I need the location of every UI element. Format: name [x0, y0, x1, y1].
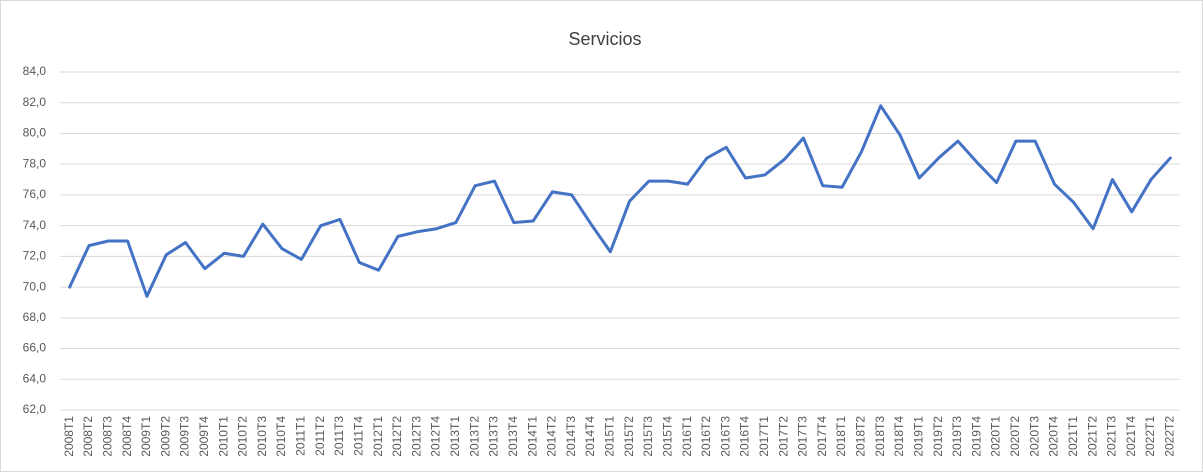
x-tick-label: 2019T3 — [950, 416, 964, 457]
x-tick-label: 2018T4 — [892, 416, 906, 457]
x-tick-label: 2017T3 — [796, 416, 810, 457]
x-tick-label: 2017T1 — [757, 416, 771, 457]
x-tick-label: 2020T2 — [1008, 416, 1022, 457]
y-tick-label: 76,0 — [23, 187, 47, 201]
x-tick-label: 2013T3 — [487, 416, 501, 457]
x-tick-label: 2018T3 — [873, 416, 887, 457]
x-tick-label: 2015T4 — [660, 416, 674, 457]
x-tick-label: 2019T2 — [931, 416, 945, 457]
y-tick-label: 70,0 — [23, 279, 47, 293]
x-tick-label: 2013T2 — [467, 416, 481, 457]
x-tick-label: 2020T3 — [1027, 416, 1041, 457]
x-tick-label: 2020T4 — [1047, 416, 1061, 457]
x-tick-label: 2014T1 — [525, 416, 539, 457]
x-tick-label: 2011T2 — [313, 416, 327, 456]
x-tick-label: 2008T3 — [100, 416, 114, 457]
x-tick-label: 2021T1 — [1066, 416, 1080, 457]
x-tick-label: 2017T4 — [815, 416, 829, 457]
x-tick-label: 2019T1 — [911, 416, 925, 457]
x-tick-label: 2013T4 — [506, 416, 520, 457]
x-tick-label: 2012T4 — [429, 416, 443, 457]
chart-title: Servicios — [568, 29, 641, 49]
x-tick-label: 2011T3 — [332, 416, 346, 456]
x-tick-label: 2011T4 — [351, 416, 365, 456]
x-tick-label: 2016T1 — [680, 416, 694, 457]
x-tick-label: 2021T3 — [1105, 416, 1119, 457]
x-tick-label: 2012T2 — [390, 416, 404, 457]
x-tick-label: 2009T4 — [197, 416, 211, 457]
y-tick-label: 82,0 — [23, 95, 47, 109]
x-tick-label: 2010T2 — [236, 416, 250, 457]
y-tick-label: 78,0 — [23, 156, 47, 170]
x-tick-label: 2014T3 — [564, 416, 578, 457]
x-tick-label: 2014T2 — [545, 416, 559, 457]
x-tick-label: 2012T1 — [371, 416, 385, 457]
y-tick-label: 68,0 — [23, 310, 47, 324]
x-tick-label: 2011T1 — [294, 416, 308, 456]
x-tick-label: 2022T1 — [1143, 416, 1157, 457]
data-line — [68, 104, 1172, 298]
x-tick-label: 2021T4 — [1124, 416, 1138, 457]
y-tick-label: 66,0 — [23, 341, 47, 355]
x-tick-label: 2010T4 — [274, 416, 288, 457]
x-tick-label: 2008T1 — [62, 416, 76, 457]
x-tick-label: 2021T2 — [1085, 416, 1099, 457]
x-tick-label: 2019T4 — [969, 416, 983, 457]
y-tick-label: 80,0 — [23, 126, 47, 140]
x-tick-label: 2016T4 — [738, 416, 752, 457]
x-tick-label: 2010T3 — [255, 416, 269, 457]
x-tick-label: 2018T2 — [854, 416, 868, 457]
y-tick-label: 64,0 — [23, 371, 47, 385]
y-tick-label: 62,0 — [23, 402, 47, 416]
x-tick-label: 2009T2 — [158, 416, 172, 457]
y-tick-label: 84,0 — [23, 64, 47, 78]
x-tick-label: 2016T3 — [718, 416, 732, 457]
x-tick-label: 2015T3 — [641, 416, 655, 457]
x-tick-label: 2010T1 — [216, 416, 230, 457]
x-tick-label: 2012T3 — [409, 416, 423, 457]
x-tick-label: 2015T1 — [603, 416, 617, 457]
x-tick-label: 2008T2 — [81, 416, 95, 457]
x-tick-label: 2008T4 — [120, 416, 134, 457]
x-tick-label: 2009T3 — [178, 416, 192, 457]
x-tick-label: 2022T2 — [1163, 416, 1177, 457]
x-tick-label: 2017T2 — [776, 416, 790, 457]
x-tick-label: 2013T1 — [448, 416, 462, 457]
x-tick-label: 2014T4 — [583, 416, 597, 457]
x-tick-label: 2009T1 — [139, 416, 153, 457]
x-tick-label: 2016T2 — [699, 416, 713, 457]
y-tick-label: 72,0 — [23, 249, 47, 263]
x-tick-label: 2018T1 — [834, 416, 848, 457]
y-tick-label: 74,0 — [23, 218, 47, 232]
x-tick-label: 2020T1 — [989, 416, 1003, 457]
x-tick-label: 2015T2 — [622, 416, 636, 457]
